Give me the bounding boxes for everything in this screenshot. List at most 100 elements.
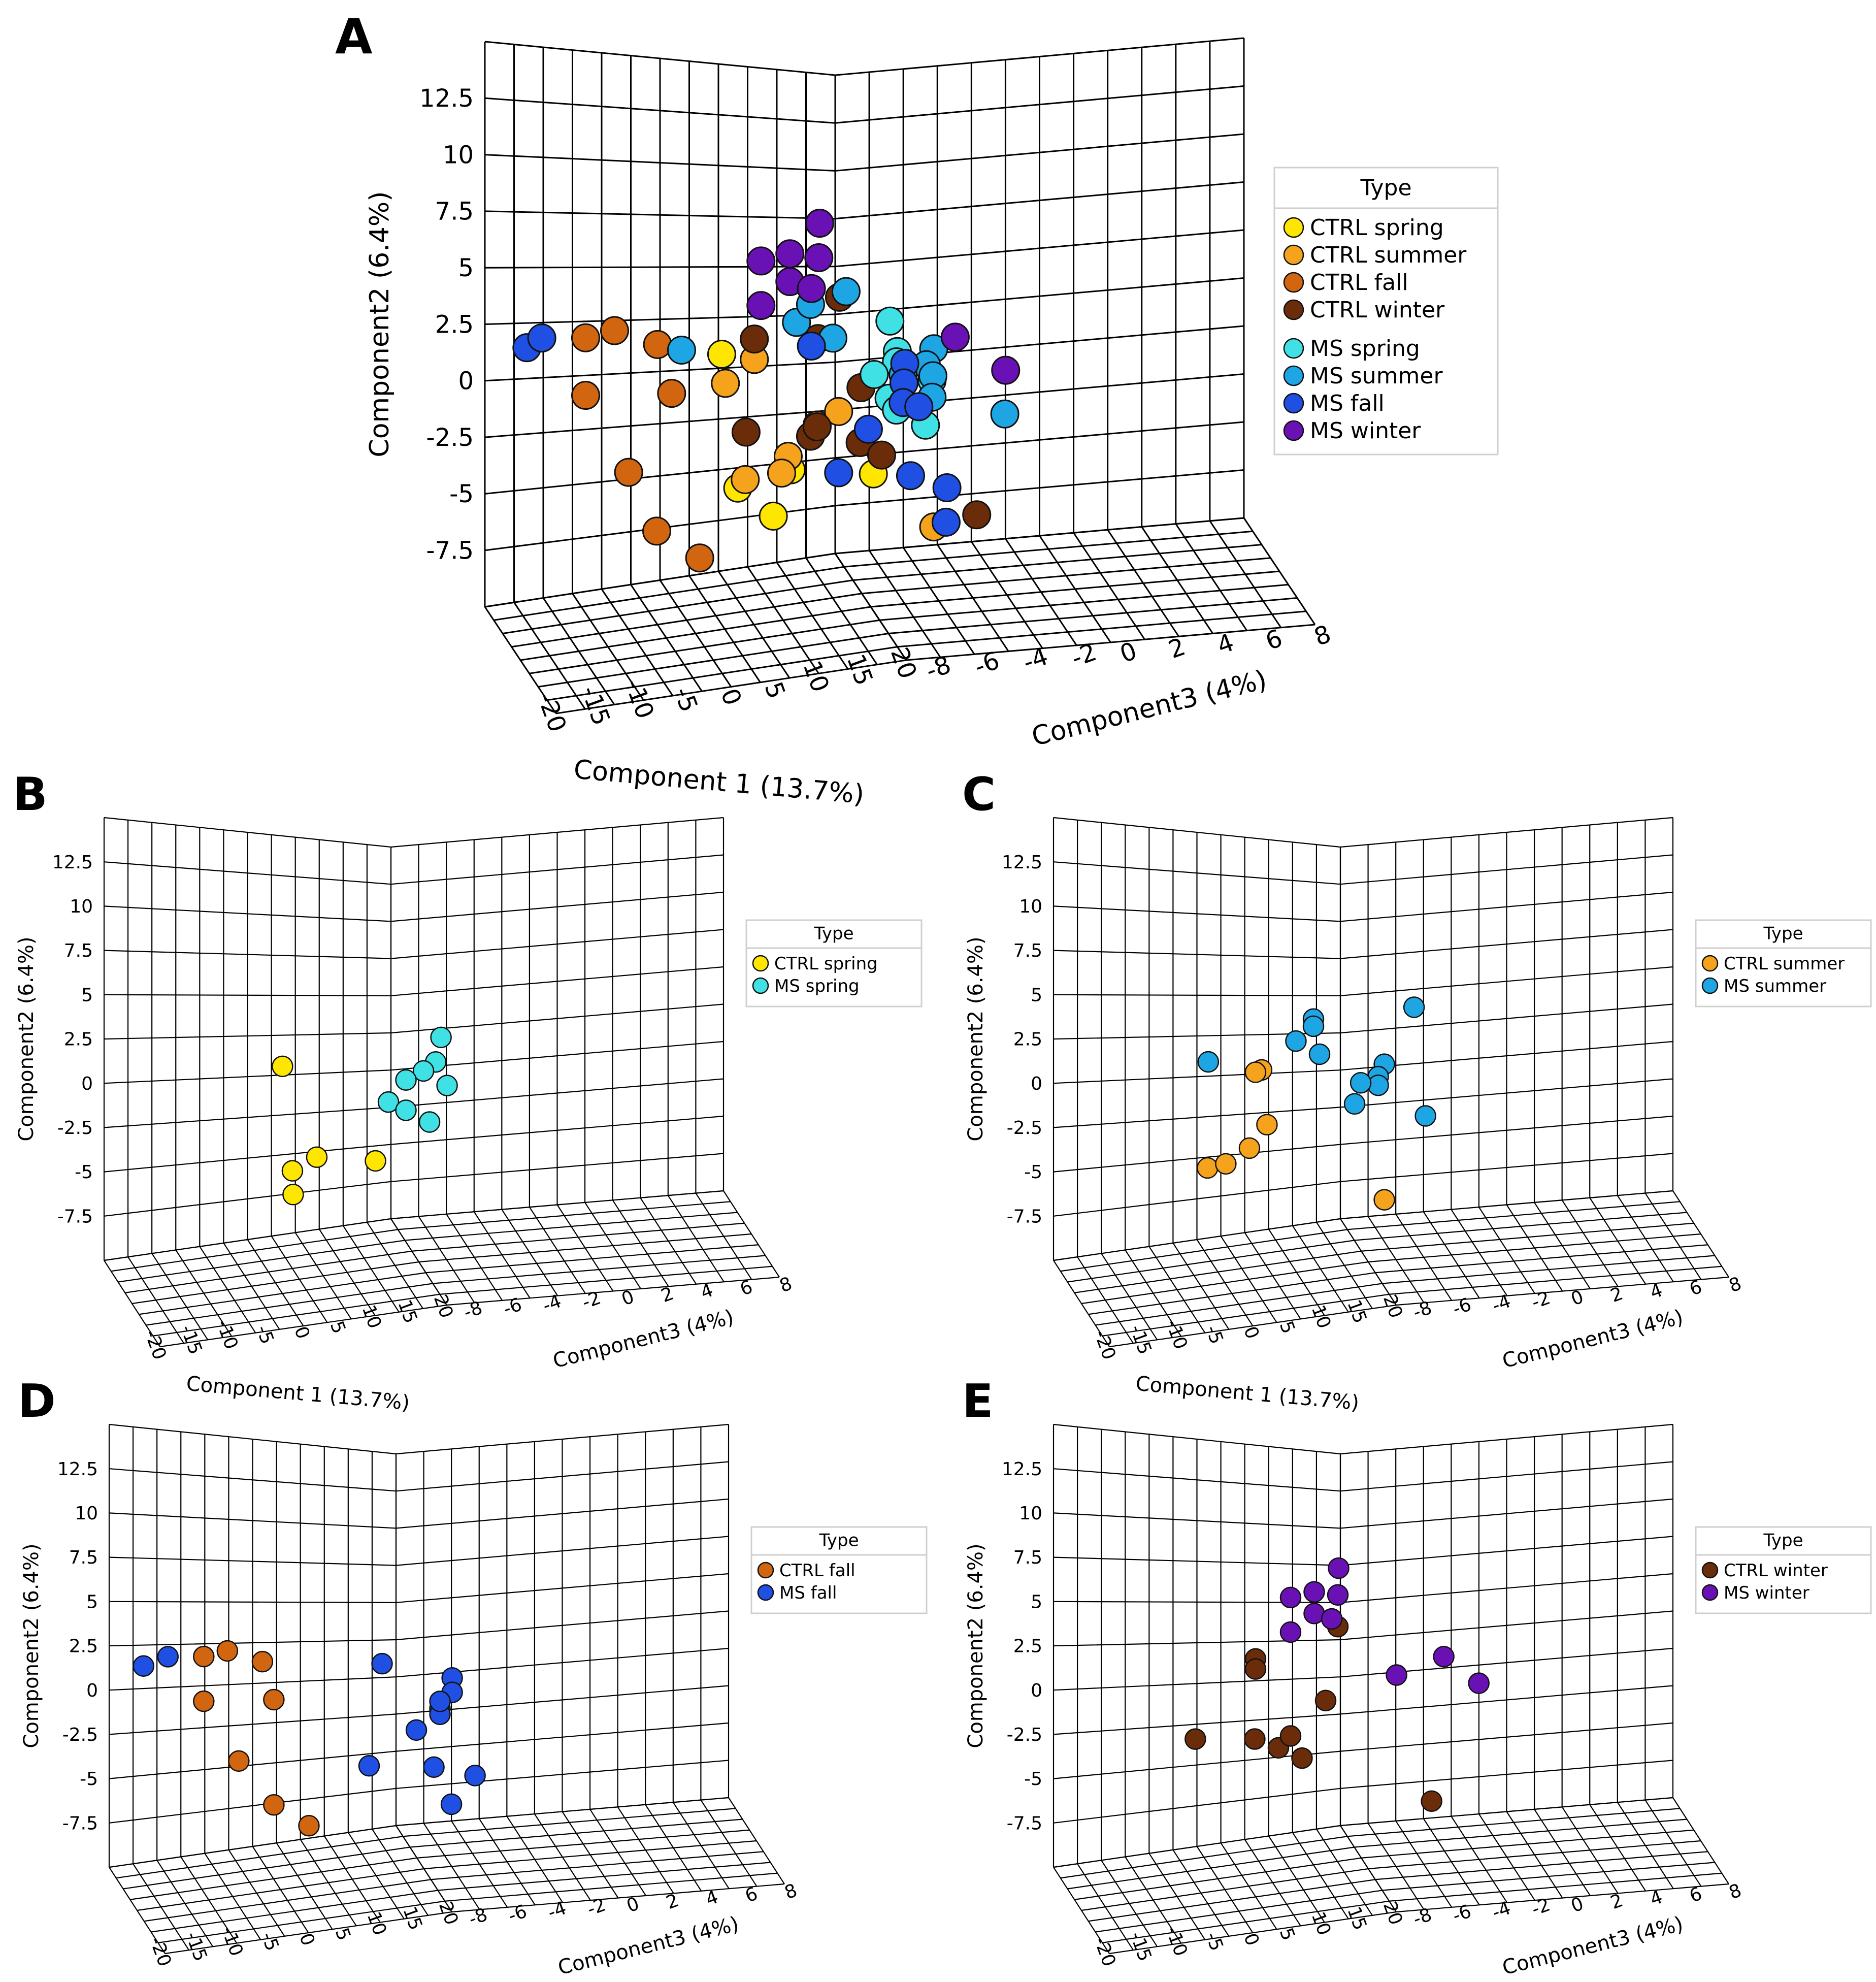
data-point-ctrl-winter bbox=[1421, 1790, 1442, 1812]
grid-line bbox=[109, 1573, 729, 1603]
grid-line bbox=[1053, 1153, 1673, 1217]
data-point-ms-spring bbox=[875, 306, 905, 336]
data-point-ms-summer bbox=[667, 335, 696, 365]
grid-box bbox=[108, 1423, 785, 1955]
legend-entry: MS summer bbox=[1310, 363, 1443, 389]
data-point-ctrl-fall bbox=[263, 1688, 285, 1711]
y-tick-label: 12.5 bbox=[1002, 1459, 1042, 1480]
legend-entry: MS fall bbox=[1310, 391, 1385, 416]
data-point-ms-winter bbox=[1321, 1608, 1343, 1630]
grid-line bbox=[130, 1829, 750, 1900]
data-point-ctrl-summer bbox=[1256, 1114, 1278, 1135]
y-tick-label: 12.5 bbox=[57, 1459, 98, 1480]
legend-title: Type bbox=[813, 923, 853, 944]
grid-line bbox=[484, 133, 1244, 172]
legend-entry: MS winter bbox=[1310, 418, 1421, 444]
grid-line bbox=[1053, 1423, 1673, 1455]
y-axis-label: Component2 (6.4%) bbox=[964, 936, 988, 1141]
panel-label-a: A bbox=[335, 9, 373, 65]
data-point-ctrl-summer bbox=[731, 465, 760, 494]
data-point-ms-winter bbox=[746, 291, 776, 320]
data-point-ms-winter bbox=[1279, 1621, 1302, 1643]
y-tick-label: 7.5 bbox=[1013, 940, 1042, 961]
grid-line bbox=[123, 1818, 743, 1890]
data-point-ctrl-fall bbox=[571, 323, 600, 352]
z-tick-label: 0 bbox=[1116, 636, 1141, 668]
y-tick-label: 7.5 bbox=[69, 1547, 98, 1568]
data-point-ms-fall bbox=[853, 414, 883, 444]
data-point-ms-fall bbox=[405, 1719, 427, 1741]
data-point-ctrl-winter bbox=[867, 440, 896, 470]
y-tick-label: -7.5 bbox=[1007, 1206, 1042, 1227]
grid-line bbox=[529, 583, 1289, 674]
data-point-ms-fall bbox=[440, 1793, 463, 1815]
grid-line bbox=[104, 1115, 724, 1173]
grid-line bbox=[493, 530, 1253, 621]
legend-marker bbox=[1283, 299, 1304, 320]
x-tick-label: -15 bbox=[1126, 1322, 1156, 1357]
grid-line bbox=[502, 544, 1262, 634]
x-axis-label: Component 1 (13.7%) bbox=[1135, 1979, 1360, 1982]
x-tick-label: 15 bbox=[841, 651, 879, 690]
z-tick-label: 8 bbox=[782, 1880, 800, 1903]
data-point-ctrl-summer bbox=[1215, 1153, 1237, 1175]
x-tick-label: 15 bbox=[1343, 1297, 1370, 1326]
legend-title: Type bbox=[1360, 175, 1411, 201]
grid-line bbox=[146, 1255, 766, 1326]
legend-marker bbox=[1283, 365, 1304, 386]
z-tick-label: 6 bbox=[1262, 624, 1286, 656]
y-tick-label: 0 bbox=[81, 1074, 93, 1094]
data-point-ctrl-fall bbox=[600, 316, 629, 345]
legend-entry: MS summer bbox=[1724, 976, 1826, 996]
grid-line bbox=[1095, 1862, 1715, 1933]
data-point-ms-spring bbox=[395, 1069, 417, 1091]
y-axis-label: Component2 (6.4%) bbox=[365, 191, 395, 457]
z-tick-label: 2 bbox=[1608, 1283, 1626, 1307]
data-point-ctrl-summer bbox=[711, 369, 740, 398]
z-tick-label: -2 bbox=[579, 1287, 604, 1313]
x-tick-label: -10 bbox=[217, 1924, 247, 1959]
y-tick-label: 2.5 bbox=[64, 1029, 93, 1050]
y-tick-label: 0 bbox=[458, 367, 474, 396]
z-tick-label: 2 bbox=[659, 1283, 677, 1307]
grid-line bbox=[484, 469, 1244, 551]
data-point-ms-winter bbox=[1468, 1672, 1490, 1694]
data-point-ctrl-fall bbox=[298, 1815, 320, 1837]
z-tick-label: -8 bbox=[466, 1904, 490, 1930]
z-axis-label: Component3 (4%) bbox=[555, 1912, 741, 1980]
grid-line bbox=[104, 929, 724, 959]
points-layer bbox=[1184, 1557, 1490, 1812]
legend-marker bbox=[752, 955, 769, 972]
z-tick-label: 8 bbox=[1726, 1880, 1745, 1903]
y-axis-label: Component2 (6.4%) bbox=[15, 936, 38, 1141]
panel-c-chart: C 12.5 10 7.5 5 2.5 0 -2.5 -5 -7.5 Component2 (6.4… bbox=[962, 768, 1872, 1415]
y-tick-label: 12.5 bbox=[419, 84, 474, 113]
data-point-ctrl-fall bbox=[657, 379, 686, 408]
legend-entry: CTRL spring bbox=[1310, 215, 1444, 241]
grid-line bbox=[109, 1610, 729, 1647]
x-axis-label: Component 1 (13.7%) bbox=[1135, 1372, 1360, 1415]
z-tick-label: -6 bbox=[501, 1294, 525, 1320]
grid-line bbox=[1081, 1233, 1701, 1305]
data-point-ms-summer bbox=[1308, 1043, 1331, 1065]
data-point-ms-summer bbox=[1350, 1072, 1372, 1094]
data-point-ms-fall bbox=[358, 1754, 380, 1777]
data-point-ms-winter bbox=[1328, 1557, 1350, 1579]
legend-title: Type bbox=[1763, 923, 1803, 944]
legend-entry: CTRL winter bbox=[1310, 297, 1445, 323]
grid-line bbox=[1053, 1722, 1673, 1779]
x-tick-label: 0 bbox=[295, 1931, 318, 1949]
data-point-ms-spring bbox=[860, 360, 889, 389]
grid-line bbox=[1109, 1276, 1729, 1348]
data-point-ms-summer bbox=[1414, 1105, 1436, 1127]
panel-label-c: C bbox=[962, 768, 996, 821]
y-tick-label: -5 bbox=[449, 480, 474, 508]
data-point-ms-fall bbox=[904, 392, 934, 421]
grid-line bbox=[104, 817, 724, 848]
data-point-ctrl-fall bbox=[193, 1690, 215, 1712]
y-tick-label: -2.5 bbox=[1007, 1118, 1042, 1139]
data-point-ms-spring bbox=[418, 1111, 441, 1133]
grid-line bbox=[1053, 1190, 1673, 1261]
